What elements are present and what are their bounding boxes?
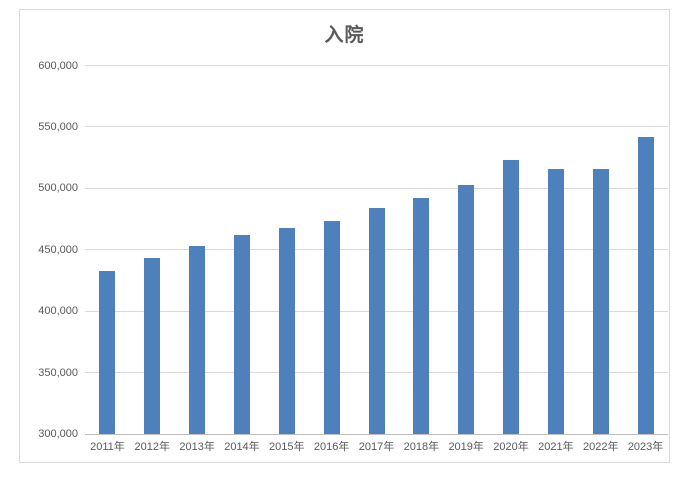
bar: [233, 235, 250, 434]
bar: [592, 168, 609, 434]
bar: [323, 221, 340, 434]
x-axis-tick-label: 2023年: [627, 441, 664, 453]
y-axis-tick-label: 300,000: [38, 428, 78, 440]
x-axis-tick-label: 2020年: [493, 441, 529, 453]
plot-area: 300,000 350,000 400,000 450,000 500,000 550,0…: [20, 10, 669, 462]
bar: [99, 270, 116, 434]
bar: [637, 136, 654, 434]
y-axis-tick-label: 500,000: [38, 182, 78, 195]
x-axis-tick-label: 2019年: [448, 441, 484, 453]
x-axis-tick-label: 2013年: [179, 441, 215, 453]
bar: [278, 227, 295, 434]
x-axis-tick-label: 2021年: [538, 441, 574, 453]
y-axis-tick-label: 400,000: [38, 305, 78, 318]
chart-frame: 入院 300,000 350,000 400,000 450,000 500,000 55…: [19, 9, 670, 463]
x-axis-tick-label: 2015年: [269, 441, 305, 453]
bar: [144, 258, 161, 434]
bar: [547, 168, 564, 434]
x-axis-tick-label: 2011年: [90, 441, 125, 453]
x-axis-tick-label: 2016年: [313, 441, 350, 453]
bar: [368, 207, 385, 434]
y-axis-tick-label: 600,000: [38, 59, 78, 72]
x-axis-line: [85, 433, 668, 435]
chart-title: 入院: [324, 25, 365, 46]
bar: [458, 184, 475, 434]
bar: [503, 160, 520, 434]
bar: [413, 198, 430, 434]
x-axis-tick-label: 2018年: [403, 441, 440, 453]
x-axis-tick-label: 2022年: [582, 441, 619, 453]
x-axis-tick-label: 2017年: [358, 441, 395, 453]
bar: [189, 246, 206, 434]
x-axis-tick-label: 2014年: [224, 441, 260, 453]
gridline: [85, 65, 668, 66]
y-axis-tick-label: 450,000: [38, 243, 78, 256]
gridline: [85, 126, 668, 128]
y-axis-tick-label: 550,000: [38, 120, 78, 133]
y-axis-tick-label: 350,000: [38, 366, 78, 379]
gridline: [85, 187, 668, 189]
x-axis-tick-label: 2012年: [134, 441, 170, 453]
